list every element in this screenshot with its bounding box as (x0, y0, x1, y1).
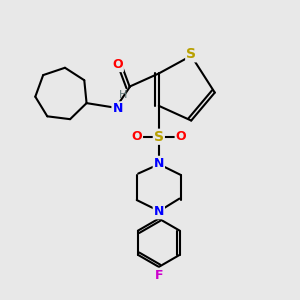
Text: S: S (154, 130, 164, 144)
Text: S: S (186, 47, 196, 61)
Text: O: O (131, 130, 142, 143)
Text: H: H (119, 90, 127, 100)
Text: F: F (154, 268, 163, 282)
Text: N: N (112, 102, 123, 115)
Text: N: N (154, 205, 164, 218)
Text: N: N (154, 157, 164, 170)
Text: O: O (176, 130, 186, 143)
Text: O: O (112, 58, 123, 71)
